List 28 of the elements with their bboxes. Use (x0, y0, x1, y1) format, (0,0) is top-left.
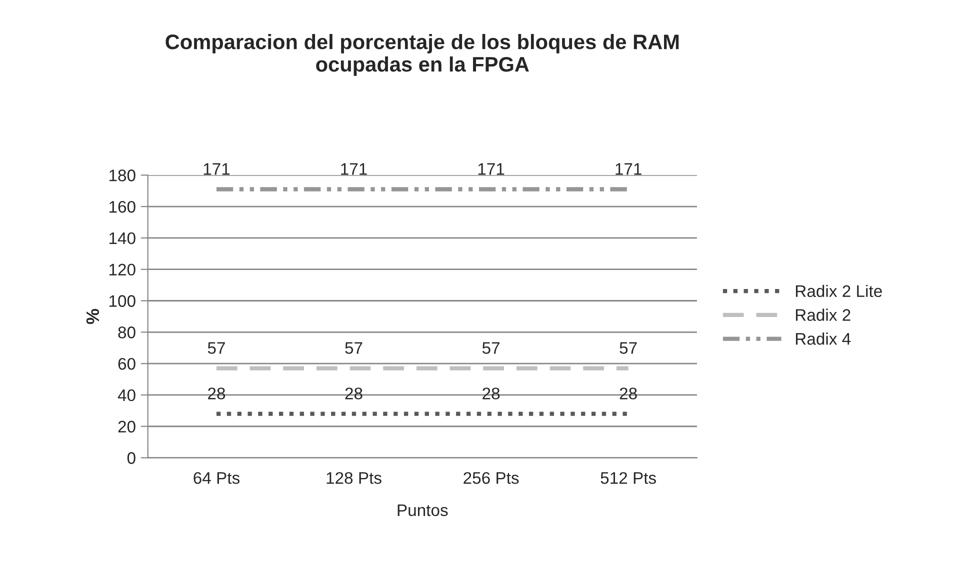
x-tick-label: 512 Pts (600, 472, 656, 484)
y-tick-label: 80 (118, 326, 136, 338)
data-label: 57 (208, 342, 225, 354)
y-tick-label: 180 (110, 170, 136, 182)
y-tick-label: 100 (110, 295, 136, 307)
data-label: 57 (482, 342, 500, 354)
y-tick-label: 0 (127, 452, 136, 464)
data-label: 171 (616, 163, 642, 175)
data-label: 171 (478, 163, 504, 175)
x-tick-label: 256 Pts (464, 472, 519, 484)
legend-label: Radix 2 Lite (796, 284, 882, 298)
data-label: 171 (341, 163, 367, 175)
legend-label: Radix 2 (796, 308, 850, 321)
legend-label: Radix 4 (796, 332, 851, 345)
y-tick-label: 20 (118, 420, 136, 433)
y-tick-label: 160 (110, 200, 136, 213)
y-axis-title: % (86, 308, 100, 324)
y-tick-label: 40 (118, 389, 136, 402)
data-label: 171 (204, 163, 230, 175)
x-tick-label: 128 Pts (326, 472, 382, 484)
data-label: 57 (345, 342, 362, 354)
chart-title: Comparacion del porcentaje de los bloques de RAM ocupadas en la FPGA (166, 34, 679, 76)
data-label: 57 (620, 342, 637, 354)
x-tick-label: 64 Pts (194, 472, 240, 484)
y-tick-label: 60 (118, 358, 136, 370)
y-tick-label: 120 (110, 264, 136, 276)
x-axis-title: Puntos (398, 504, 448, 516)
y-tick-label: 140 (110, 232, 136, 244)
